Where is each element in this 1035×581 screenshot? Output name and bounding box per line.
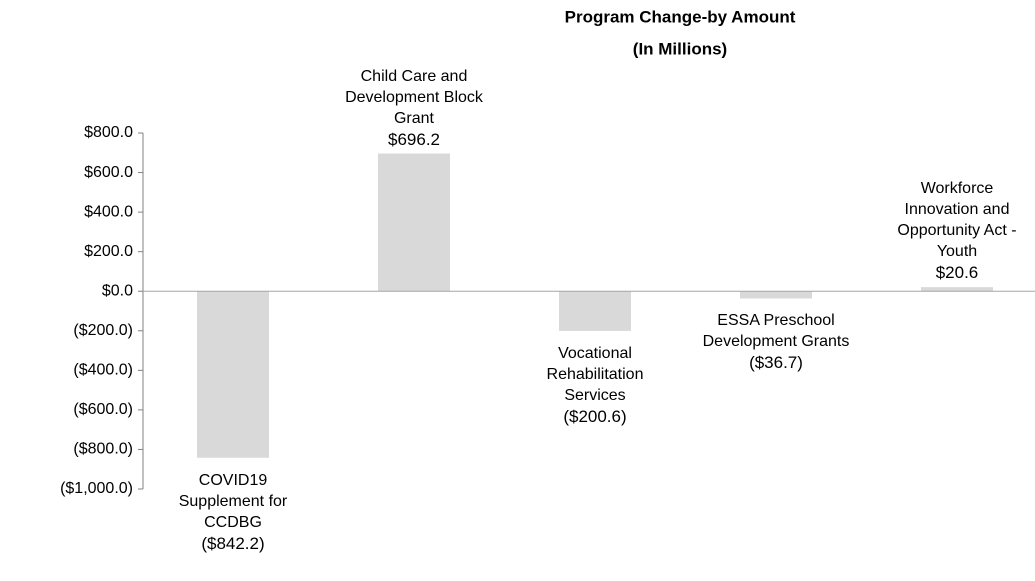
value-label: ($36.7)	[749, 353, 803, 373]
category-label: COVID19 Supplement for CCDBG	[178, 471, 288, 531]
y-tick-label: ($1,000.0)	[60, 480, 133, 497]
category-label: Vocational Rehabilitation Services	[546, 344, 644, 404]
y-tick-label: ($600.0)	[73, 401, 133, 418]
bar-label: Workforce Innovation and Opportunity Act…	[882, 178, 1032, 283]
bar-label: ESSA Preschool Development Grants ($36.7)	[701, 310, 851, 373]
value-label: $20.6	[935, 263, 979, 283]
value-label: ($200.6)	[563, 406, 627, 426]
y-tick-label: ($800.0)	[73, 441, 133, 458]
category-label: Workforce Innovation and Opportunity Act…	[897, 180, 1017, 261]
bar	[378, 153, 450, 292]
bar-label: Vocational Rehabilitation Services ($200.…	[520, 343, 670, 427]
value-label: ($842.2)	[201, 533, 265, 553]
y-tick-label: ($200.0)	[73, 322, 133, 339]
y-tick-label: $400.0	[84, 203, 133, 220]
bar	[559, 291, 631, 331]
bar-label: COVID19 Supplement for CCDBG ($842.2)	[158, 470, 308, 554]
y-tick-label: $600.0	[84, 164, 133, 181]
bar	[740, 291, 812, 299]
y-tick-label: ($400.0)	[73, 362, 133, 379]
chart-title: Program Change-by Amount	[565, 7, 796, 26]
y-tick-label: $200.0	[84, 243, 133, 260]
y-tick-label: $0.0	[102, 282, 133, 299]
value-label: $696.2	[388, 129, 440, 149]
chart-subtitle: (In Millions)	[633, 39, 727, 58]
bar	[921, 287, 993, 292]
y-tick-label: $800.0	[84, 124, 133, 141]
bar-label: Child Care and Development Block Grant $6…	[339, 66, 489, 150]
bar	[197, 291, 269, 458]
category-label: ESSA Preschool Development Grants	[702, 312, 850, 351]
category-label: Child Care and Development Block Grant	[345, 67, 483, 127]
